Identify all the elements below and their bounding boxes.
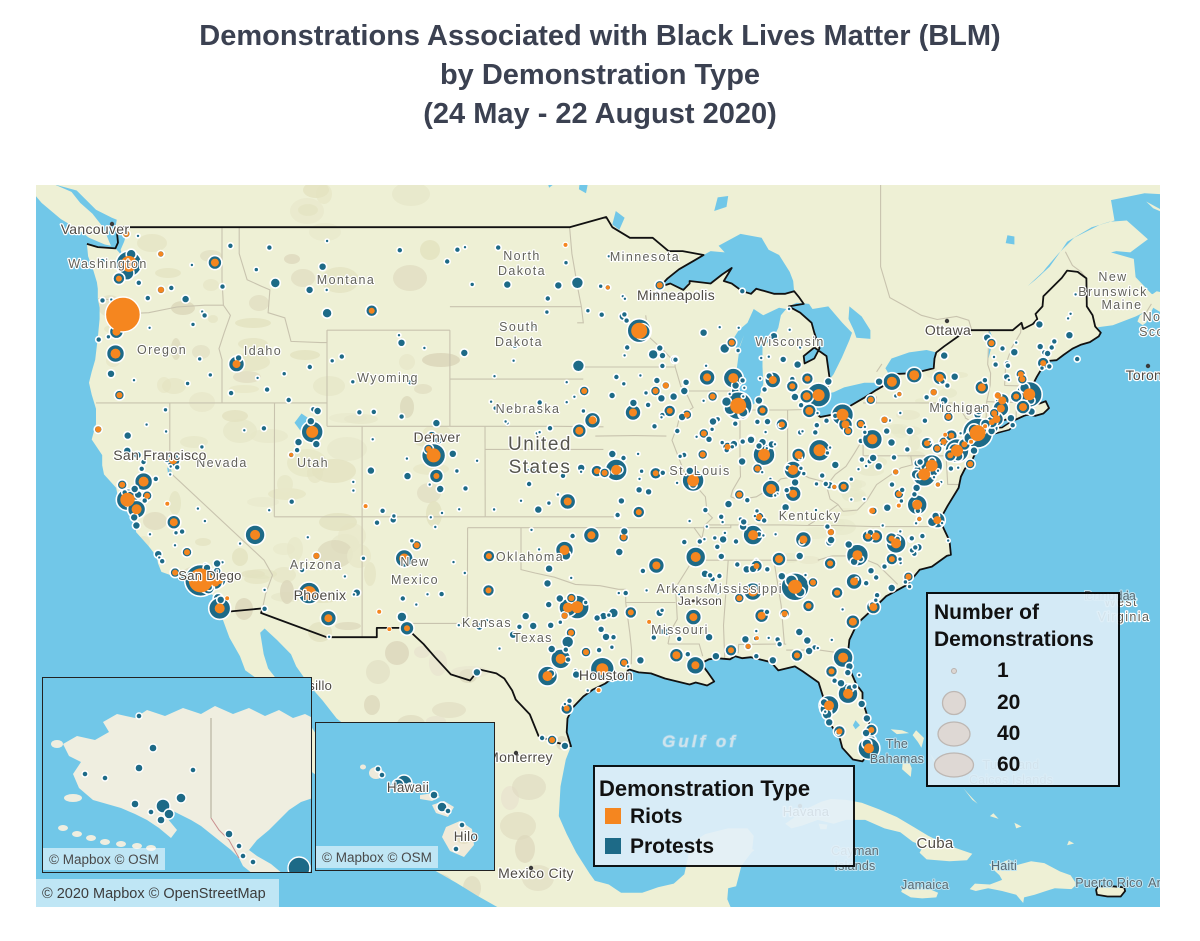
svg-text:An: An (1148, 876, 1160, 890)
svg-text:Texas: Texas (513, 631, 553, 645)
svg-text:Dakota: Dakota (498, 264, 546, 278)
svg-text:Arizona: Arizona (290, 558, 342, 572)
svg-text:Montana: Montana (317, 273, 375, 287)
svg-text:Nevada: Nevada (196, 456, 248, 470)
svg-text:Idaho: Idaho (244, 344, 282, 358)
svg-text:New: New (1098, 270, 1127, 284)
svg-text:Washington: Washington (68, 257, 148, 271)
svg-text:Brunswick: Brunswick (1078, 285, 1148, 299)
svg-text:North: North (503, 249, 541, 263)
svg-text:United: United (508, 434, 572, 455)
svg-text:Michigan: Michigan (929, 401, 990, 415)
svg-text:Oklahoma: Oklahoma (496, 550, 564, 564)
svg-text:Ottawa: Ottawa (925, 322, 971, 338)
svg-text:Hilo: Hilo (454, 829, 478, 844)
svg-text:Phoenix: Phoenix (294, 587, 347, 603)
svg-text:States: States (509, 457, 572, 478)
svg-text:Monterrey: Monterrey (487, 749, 553, 765)
svg-text:Riots: Riots (630, 805, 683, 828)
svg-text:San Francisco: San Francisco (113, 447, 206, 463)
svg-text:Wisconsin: Wisconsin (755, 335, 825, 349)
svg-text:Kansas: Kansas (462, 616, 512, 630)
svg-text:South: South (499, 320, 539, 334)
svg-text:Mexico City: Mexico City (498, 865, 574, 881)
svg-text:San Diego: San Diego (178, 568, 241, 583)
svg-text:20: 20 (997, 691, 1020, 714)
svg-text:Nebraska: Nebraska (496, 402, 561, 416)
svg-text:60: 60 (997, 753, 1020, 776)
svg-text:Mexico: Mexico (391, 573, 439, 587)
svg-text:© Mapbox © OSM: © Mapbox © OSM (322, 850, 432, 865)
svg-text:No: No (1143, 310, 1160, 324)
svg-text:Hawaii: Hawaii (387, 780, 429, 795)
svg-text:Oregon: Oregon (137, 343, 187, 357)
svg-text:Minnesota: Minnesota (610, 250, 680, 264)
svg-text:© 2020 Mapbox © OpenStreetMap: © 2020 Mapbox © OpenStreetMap (42, 886, 266, 902)
svg-text:Toronto: Toronto (1126, 367, 1160, 383)
svg-text:Vancouver: Vancouver (61, 221, 130, 237)
svg-text:Demonstrations: Demonstrations (934, 628, 1094, 651)
svg-text:Puerto Rico: Puerto Rico (1075, 876, 1143, 890)
svg-text:Cuba: Cuba (916, 835, 953, 852)
svg-text:Dakota: Dakota (495, 335, 543, 349)
svg-text:40: 40 (997, 722, 1020, 745)
svg-text:Utah: Utah (297, 456, 329, 470)
svg-text:Kentucky: Kentucky (779, 509, 842, 523)
svg-text:1: 1 (997, 659, 1009, 682)
svg-text:Mississippi: Mississippi (707, 582, 783, 596)
svg-text:New: New (400, 555, 429, 569)
svg-text:Jamaica: Jamaica (901, 878, 949, 892)
svg-text:Missouri: Missouri (651, 623, 709, 637)
svg-text:Haiti: Haiti (991, 859, 1017, 873)
svg-text:Ja•kson: Ja•kson (678, 594, 722, 608)
svg-text:Gulf of: Gulf of (662, 732, 738, 751)
svg-text:Demonstration Type: Demonstration Type (599, 776, 810, 801)
svg-text:Sco: Sco (1139, 325, 1160, 339)
svg-text:Number of: Number of (934, 601, 1040, 624)
svg-text:St. Louis: St. Louis (669, 464, 730, 478)
svg-text:The: The (886, 737, 908, 751)
svg-text:Houston: Houston (579, 667, 633, 683)
svg-text:© Mapbox © OSM: © Mapbox © OSM (49, 852, 159, 867)
svg-text:Maine: Maine (1101, 298, 1142, 312)
svg-text:Bahamas: Bahamas (870, 752, 924, 766)
svg-text:Arkansas: Arkansas (656, 582, 719, 596)
svg-text:Minneapolis: Minneapolis (637, 287, 715, 303)
svg-text:Denver: Denver (414, 429, 461, 445)
svg-text:Protests: Protests (630, 835, 714, 858)
svg-text:Wyoming: Wyoming (357, 371, 419, 385)
